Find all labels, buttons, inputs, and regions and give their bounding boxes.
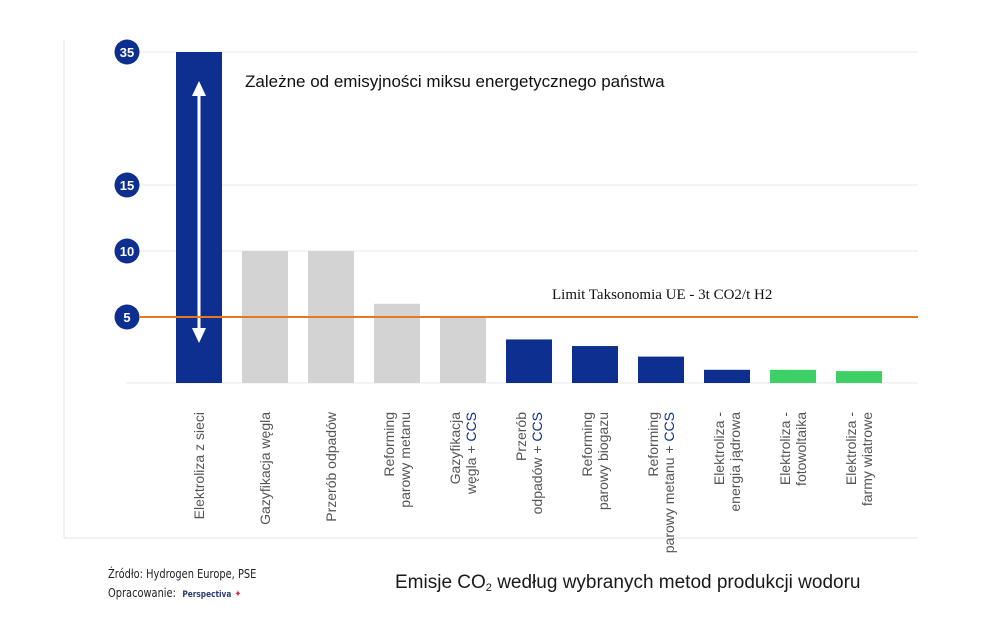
y-tick-label: 10 bbox=[120, 244, 134, 259]
bar bbox=[770, 369, 816, 383]
category-label-line: Gazyfikacja bbox=[447, 412, 463, 485]
category-label-line: Reforming bbox=[645, 412, 661, 477]
category-label: Reformingparowy metanu bbox=[381, 412, 413, 508]
limit-label: Limit Taksonomia UE - 3t CO2/t H2 bbox=[552, 287, 772, 303]
category-label: Reformingparowy biogazu bbox=[579, 412, 611, 510]
category-label-line: Przerób bbox=[513, 412, 529, 461]
category-label-line: Elektroliza z sieci bbox=[191, 412, 207, 519]
bar bbox=[440, 317, 486, 383]
subtitle-subscript: 2 bbox=[485, 582, 492, 594]
ccs-highlight: CCS bbox=[463, 412, 479, 442]
category-label-line: Reforming bbox=[579, 412, 595, 477]
source-line: Źródło: Hydrogen Europe, PSE bbox=[108, 567, 257, 581]
category-label-line: węgla + CCS bbox=[463, 412, 479, 495]
y-tick-label: 5 bbox=[123, 310, 130, 325]
prepared-by-line: Opracowanie: Perspectiva ✦ bbox=[108, 584, 256, 605]
ccs-highlight: CCS bbox=[661, 412, 677, 442]
category-label-text: węgla + bbox=[463, 442, 479, 496]
bar bbox=[704, 369, 750, 383]
bar bbox=[572, 346, 618, 383]
category-label: Elektroliza -energia jądrowa bbox=[711, 412, 743, 512]
category-label: Reformingparowy metanu + CCS bbox=[645, 412, 677, 553]
category-label: Elektroliza -farmy wiatrowe bbox=[843, 412, 875, 506]
tick-badge bbox=[114, 39, 140, 65]
star-icon: ✦ bbox=[234, 589, 242, 600]
arrow-up-icon bbox=[192, 81, 206, 96]
category-label-line: Reforming bbox=[381, 412, 397, 477]
category-label-line: fotowoltaika bbox=[793, 412, 809, 486]
category-label: Przeróbodpadów + CCS bbox=[513, 412, 545, 515]
category-label-line: odpadów + CCS bbox=[529, 412, 545, 514]
tick-badge bbox=[114, 172, 140, 198]
category-label: Elektroliza z sieci bbox=[191, 412, 207, 519]
prepared-by-label: Opracowanie: bbox=[108, 586, 176, 600]
category-label: Gazyfikacjawęgla + CCS bbox=[447, 412, 479, 495]
bar bbox=[638, 356, 684, 383]
category-label-line: energia jądrowa bbox=[727, 412, 743, 512]
bar bbox=[506, 339, 552, 383]
bar bbox=[836, 371, 882, 383]
category-label-line: Przerób odpadów bbox=[323, 411, 339, 522]
category-label-line: Gazyfikacja węgla bbox=[257, 412, 273, 525]
tick-badge bbox=[114, 304, 140, 330]
ccs-highlight: CCS bbox=[529, 412, 545, 442]
category-label: Elektroliza -fotowoltaika bbox=[777, 412, 809, 486]
arrow-down-icon bbox=[192, 328, 206, 343]
subtitle-text: Emisje CO bbox=[395, 572, 486, 593]
category-label: Przerób odpadów bbox=[323, 411, 339, 522]
category-label-line: farmy wiatrowe bbox=[859, 412, 875, 506]
category-label-line: parowy metanu + CCS bbox=[661, 412, 677, 553]
chart-subtitle: Emisje CO2 według wybranych metod produk… bbox=[395, 572, 861, 594]
category-label-text: odpadów + bbox=[529, 442, 545, 515]
bar bbox=[374, 303, 420, 383]
tick-badge bbox=[114, 238, 140, 264]
subtitle-text-rest: według wybranych metod produkcji wodoru bbox=[491, 572, 861, 593]
emissions-chart: 5 10 15 35 Zależne od emisyjności miksu ener… bbox=[63, 39, 918, 553]
y-tick-label: 15 bbox=[120, 178, 134, 193]
y-tick-label: 35 bbox=[120, 45, 134, 60]
category-label-text: parowy metanu + bbox=[661, 442, 677, 554]
category-label: Gazyfikacja węgla bbox=[257, 412, 273, 525]
category-label-line: Elektroliza - bbox=[843, 412, 859, 485]
category-label-line: parowy metanu bbox=[397, 412, 413, 508]
perspectiva-logo: Perspectiva bbox=[182, 590, 232, 600]
category-label-line: Elektroliza - bbox=[777, 412, 793, 485]
category-label-line: Elektroliza - bbox=[711, 412, 727, 485]
category-label-line: parowy biogazu bbox=[595, 412, 611, 510]
source-note: Źródło: Hydrogen Europe, PSE Opracowanie… bbox=[108, 565, 256, 605]
chart-annotation: Zależne od emisyjności miksu energetyczn… bbox=[245, 72, 665, 91]
